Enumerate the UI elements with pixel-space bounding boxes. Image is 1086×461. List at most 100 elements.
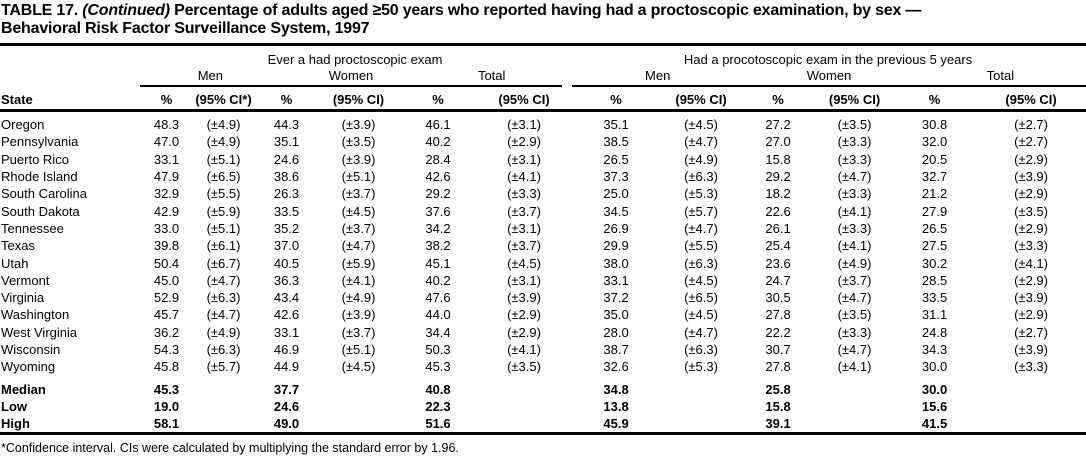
percent-cell: 28.5 (921, 272, 948, 288)
table-row: Wyoming 45.8 (±5.7) 44.9 (±4.5) 45.3 (±3.5) 32.… (0, 358, 1086, 375)
ci-cell: (±3.1) (507, 117, 541, 133)
percent-cell: 37.3 (603, 169, 629, 185)
percent-cell: 26.9 (603, 220, 629, 236)
ci-cell: (±4.7) (837, 290, 872, 306)
ci-cell: (±3.5) (837, 307, 872, 323)
percent-cell: 32.7 (921, 169, 948, 185)
column-header-percent: % (398, 87, 478, 112)
ci-cell: (±4.9) (206, 134, 241, 150)
percent-cell: 28.4 (425, 151, 451, 167)
column-header-ci: (95% CI) (319, 87, 398, 112)
percent-cell: 34.2 (425, 220, 451, 236)
top-rule (0, 43, 1086, 46)
summary-value (478, 415, 571, 436)
percent-cell: 26.5 (603, 151, 629, 167)
percent-cell: 44.0 (425, 307, 451, 323)
state-name: South Carolina (1, 186, 87, 202)
subheader-men: Men (645, 68, 671, 83)
percent-cell: 22.2 (765, 324, 791, 340)
percent-cell: 26.5 (921, 220, 948, 236)
state-name: Virginia (1, 290, 45, 306)
ci-cell: (±3.5) (507, 359, 541, 375)
ci-cell: (±5.9) (341, 255, 376, 271)
ci-cell: (±3.1) (507, 272, 541, 288)
ci-cell: (±4.1) (341, 272, 376, 288)
percent-cell: 24.7 (765, 272, 791, 288)
summary-value (319, 415, 398, 436)
summary-row: Median 45.3 37.7 40.8 34.8 25.8 30.0 (0, 375, 1086, 397)
percent-cell: 27.9 (921, 203, 948, 219)
percent-cell: 26.3 (273, 186, 300, 202)
column-header-percent: % (740, 87, 817, 112)
summary-value: 24.6 (273, 398, 300, 414)
ci-cell: (±3.3) (507, 186, 541, 202)
ci-cell: (±4.7) (341, 238, 376, 254)
ci-cell: (±2.9) (507, 324, 541, 340)
percent-cell: 42.6 (425, 169, 451, 185)
ci-cell: (±2.7) (1014, 117, 1048, 133)
ci-cell: (±3.1) (507, 220, 541, 236)
column-header-ci: (95% CI) (816, 87, 894, 112)
table-row: Oregon 48.3 (±4.9) 44.3 (±3.9) 46.1 (±3.1) 35.1… (0, 111, 1086, 134)
summary-value (816, 415, 894, 436)
ci-cell: (±6.3) (684, 169, 718, 185)
ci-cell: (±6.1) (206, 238, 241, 254)
percent-cell: 46.9 (273, 342, 300, 357)
table-row: West Virginia 36.2 (±4.9) 33.1 (±3.7) 34.4 (±2… (0, 324, 1086, 341)
percent-cell: 35.1 (273, 134, 300, 150)
summary-value: 45.3 (153, 381, 180, 397)
ci-cell: (±4.1) (837, 359, 872, 375)
ci-cell: (±4.9) (684, 151, 718, 167)
percent-cell: 42.9 (153, 203, 180, 219)
percent-cell: 33.5 (273, 203, 300, 219)
percent-cell: 38.5 (603, 134, 629, 150)
subgroup-row-5yr: Men Women Total (572, 67, 1086, 87)
ci-cell: (±3.5) (341, 134, 376, 150)
percent-cell: 33.1 (273, 324, 300, 340)
percent-cell: 26.1 (765, 220, 791, 236)
table-title: TABLE 17. (Continued) Percentage of adul… (0, 0, 1086, 38)
summary-value (816, 375, 893, 397)
column-header-ci: (95% CI) (478, 87, 571, 112)
ci-cell: (±4.9) (206, 117, 241, 133)
ci-cell: (±5.1) (341, 342, 376, 357)
percent-cell: 37.2 (603, 290, 629, 306)
summary-value (319, 375, 398, 397)
continued-label: (Continued) (82, 2, 170, 19)
ci-cell: (±3.3) (837, 324, 872, 340)
column-header-percent: % (570, 87, 663, 112)
title-line-1: Percentage of adults aged ≥50 years who … (174, 2, 922, 19)
percent-cell: 31.1 (921, 307, 948, 323)
subheader-men: Men (197, 68, 223, 83)
percent-cell: 24.6 (273, 151, 300, 167)
ci-cell: (±3.9) (1014, 290, 1048, 306)
state-name: Rhode Island (1, 169, 78, 185)
summary-value (193, 375, 254, 397)
state-name: Pennsylvania (1, 134, 79, 150)
percent-cell: 34.3 (921, 342, 948, 357)
ci-cell: (±5.3) (684, 359, 718, 375)
percent-cell: 45.7 (153, 307, 180, 323)
ci-cell: (±3.7) (341, 186, 376, 202)
percent-cell: 27.5 (921, 238, 948, 254)
ci-cell: (±4.5) (684, 117, 718, 133)
ci-cell: (±4.7) (684, 134, 718, 150)
footnote: *Confidence interval. CIs were calculate… (1, 441, 459, 456)
percent-cell: 39.8 (153, 238, 180, 254)
percent-cell: 34.5 (603, 203, 629, 219)
ci-cell: (±2.7) (1014, 324, 1048, 340)
summary-value (976, 415, 1086, 436)
percent-cell: 32.6 (603, 359, 629, 375)
percent-cell: 44.3 (273, 117, 300, 133)
ci-cell: (±4.7) (684, 324, 718, 340)
ci-cell: (±6.3) (684, 255, 718, 271)
percent-cell: 33.0 (153, 220, 180, 236)
summary-value (193, 415, 254, 436)
table-row: South Carolina 32.9 (±5.5) 26.3 (±3.7) 29.2 (±… (0, 185, 1086, 202)
ci-cell: (±3.7) (507, 203, 541, 219)
summary-value: 34.8 (603, 381, 629, 397)
ci-cell: (±3.3) (837, 220, 872, 236)
table-row: Tennessee 33.0 (±5.1) 35.2 (±3.7) 34.2 (±3.1) 2… (0, 220, 1086, 237)
ci-cell: (±3.5) (837, 117, 872, 133)
ci-cell: (±4.9) (341, 290, 376, 306)
